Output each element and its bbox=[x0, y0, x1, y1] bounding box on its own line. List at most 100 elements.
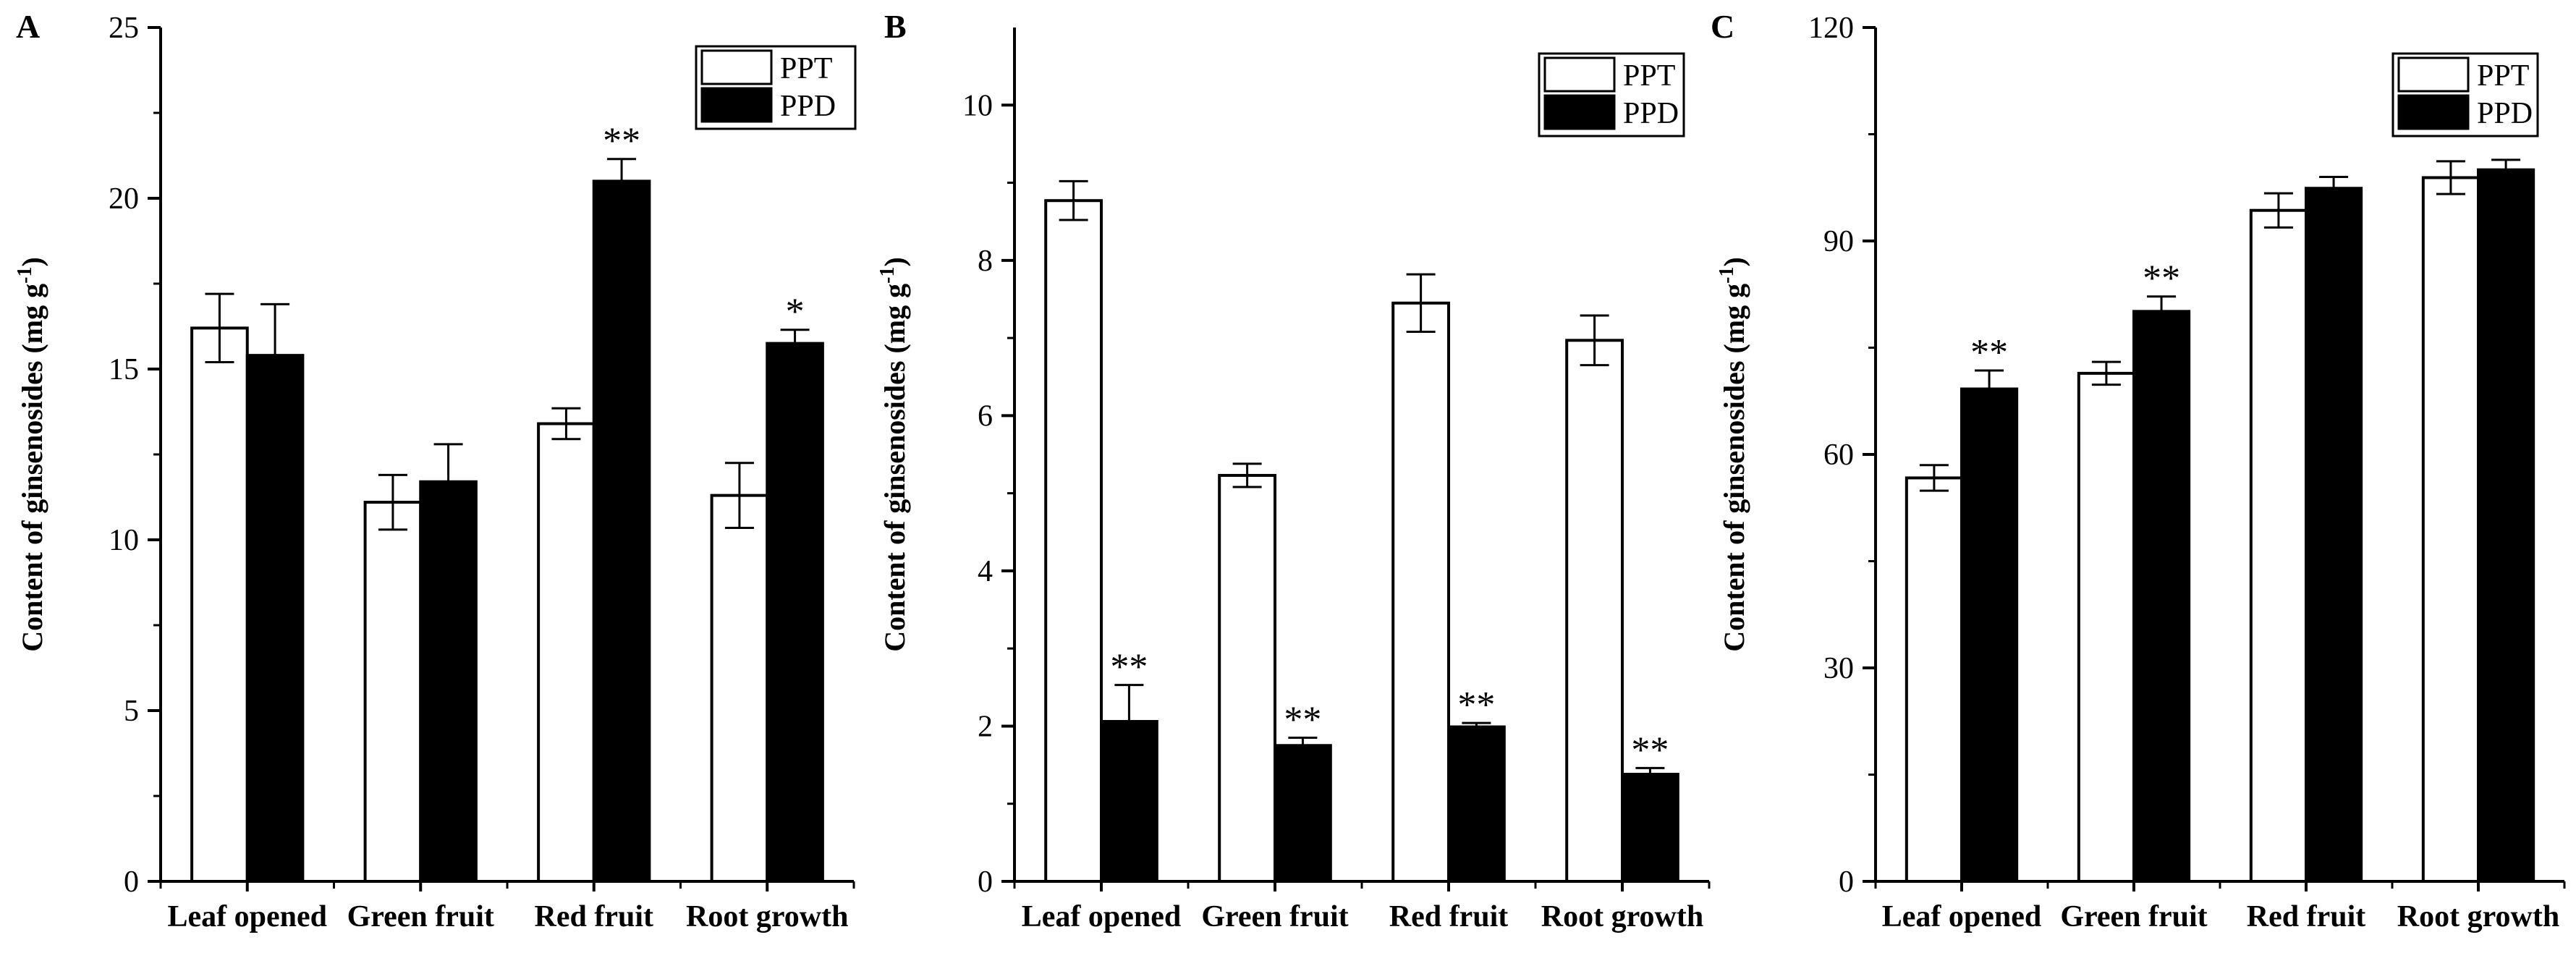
error-bar bbox=[378, 473, 407, 531]
legend-label-ppt: PPT bbox=[2477, 59, 2529, 93]
x-tick-label: Green fruit bbox=[1201, 900, 1348, 933]
y-tick-label: 2 bbox=[978, 710, 993, 743]
bar-ppd bbox=[1960, 387, 2019, 883]
x-tick-label: Red fruit bbox=[1389, 900, 1508, 933]
panel-b: B ** Leaf opened ** Green fruit ** Red fruit **… bbox=[876, 8, 1711, 933]
bar-ppt bbox=[190, 326, 249, 883]
bar-ppt bbox=[1218, 473, 1276, 883]
error-bar bbox=[2436, 160, 2465, 195]
error-bar bbox=[205, 292, 234, 364]
bar-ppt bbox=[1905, 476, 1964, 883]
y-tick-label: 0 bbox=[978, 865, 993, 899]
error-bar bbox=[2091, 360, 2121, 386]
legend: PPT PPD bbox=[2391, 52, 2539, 137]
x-tick-label: Root growth bbox=[2397, 900, 2559, 933]
x-tick-label: Green fruit bbox=[2060, 900, 2207, 933]
bar-ppd bbox=[766, 342, 824, 884]
panel-letter: A bbox=[16, 8, 40, 45]
x-tick-label: Root growth bbox=[686, 900, 848, 933]
y-tick-label: 6 bbox=[978, 399, 993, 433]
y-tick-label: 10 bbox=[109, 524, 139, 557]
bar-ppt bbox=[1565, 339, 1624, 883]
y-tick-label: 120 bbox=[1808, 12, 1854, 45]
bar-ppt bbox=[2421, 176, 2480, 883]
bar-ppd bbox=[2477, 168, 2535, 883]
y-tick-label: 20 bbox=[109, 182, 139, 216]
legend-label-ppd: PPD bbox=[2477, 97, 2533, 130]
error-bar bbox=[2491, 158, 2521, 181]
bar-ppd bbox=[2132, 310, 2191, 884]
x-tick-label: Green fruit bbox=[347, 900, 494, 933]
bar-ppd bbox=[1621, 772, 1679, 883]
legend-label-ppd: PPD bbox=[780, 90, 836, 123]
bar-ppd bbox=[592, 179, 651, 883]
legend-label-ppt: PPT bbox=[780, 52, 832, 85]
error-bar bbox=[1406, 273, 1436, 334]
significance-mark: ** bbox=[1284, 700, 1321, 741]
y-tick-label: 8 bbox=[978, 245, 993, 278]
x-tick-label: Red fruit bbox=[535, 900, 653, 933]
legend-swatch-ppt bbox=[1543, 56, 1616, 93]
legend: PPT PPD bbox=[1538, 52, 1685, 137]
bar-ppt bbox=[2077, 371, 2136, 883]
panel-letter: C bbox=[1711, 8, 1734, 45]
error-bar bbox=[2147, 295, 2177, 328]
error-bar bbox=[1462, 721, 1491, 732]
y-tick-label: 10 bbox=[962, 89, 993, 122]
x-tick-label: Red fruit bbox=[2247, 900, 2365, 933]
y-tick-label: 90 bbox=[1823, 225, 1854, 258]
panel-c: C ** Leaf opened ** Green fruit Red fruit Root… bbox=[1711, 8, 2566, 933]
legend-label-ppt: PPT bbox=[1623, 59, 1675, 93]
bar-ppd bbox=[419, 480, 478, 883]
significance-mark: ** bbox=[2143, 258, 2180, 300]
error-bar bbox=[1059, 179, 1088, 221]
bar-ppt bbox=[537, 422, 596, 883]
significance-mark: * bbox=[786, 292, 805, 333]
y-tick-label: 15 bbox=[109, 353, 139, 386]
error-bar bbox=[724, 462, 754, 529]
significance-mark: ** bbox=[1970, 332, 2008, 373]
x-tick-label: Leaf opened bbox=[1022, 900, 1182, 933]
y-tick-label: 30 bbox=[1823, 652, 1854, 685]
y-tick-label: 4 bbox=[978, 555, 993, 588]
error-bar bbox=[1975, 369, 2004, 409]
error-bar bbox=[1635, 766, 1665, 782]
panel-a: A Leaf opened Green fruit ** Red fruit * Root … bbox=[14, 8, 857, 933]
legend-swatch-ppd bbox=[2397, 94, 2470, 130]
y-tick-label: 0 bbox=[124, 865, 139, 899]
significance-mark: ** bbox=[1110, 647, 1148, 688]
error-bar bbox=[2263, 192, 2293, 229]
bar-ppd bbox=[245, 354, 305, 883]
bar-ppd bbox=[1274, 744, 1332, 883]
bar-ppd bbox=[1447, 725, 1506, 884]
error-bar bbox=[1919, 464, 1949, 492]
error-bar bbox=[780, 329, 810, 358]
legend-label-ppd: PPD bbox=[1623, 97, 1679, 130]
y-tick-label: 25 bbox=[109, 12, 139, 45]
error-bar bbox=[1232, 462, 1262, 488]
error-bar bbox=[1288, 737, 1318, 755]
x-tick-label: Leaf opened bbox=[168, 900, 328, 933]
error-bar bbox=[1114, 684, 1144, 759]
error-bar bbox=[433, 443, 463, 521]
bar-ppt bbox=[1391, 301, 1450, 883]
y-axis-label: Content of ginsenosides (mg g-1) bbox=[14, 257, 49, 652]
error-bar bbox=[2319, 176, 2349, 201]
significance-mark: ** bbox=[603, 121, 640, 162]
panel-letter: B bbox=[884, 8, 907, 45]
y-tick-label: 5 bbox=[124, 695, 139, 728]
legend-swatch-ppt bbox=[2397, 56, 2470, 93]
legend-swatch-ppd bbox=[1543, 94, 1616, 130]
significance-mark: ** bbox=[1457, 685, 1495, 726]
x-tick-label: Leaf opened bbox=[1882, 900, 2042, 933]
bar-ppt bbox=[363, 501, 423, 883]
x-tick-label: Root growth bbox=[1541, 900, 1703, 933]
y-axis-label: Content of ginsenosides (mg g-1) bbox=[876, 257, 912, 652]
y-axis-label: Content of ginsenosides (mg g-1) bbox=[1716, 257, 1751, 652]
bar-ppd bbox=[2305, 187, 2363, 883]
bar-ppt bbox=[2249, 208, 2308, 883]
y-tick-label: 60 bbox=[1823, 439, 1854, 472]
error-bar bbox=[1580, 314, 1609, 367]
bar-ppt bbox=[710, 494, 769, 883]
bar-ppt bbox=[1044, 199, 1103, 883]
